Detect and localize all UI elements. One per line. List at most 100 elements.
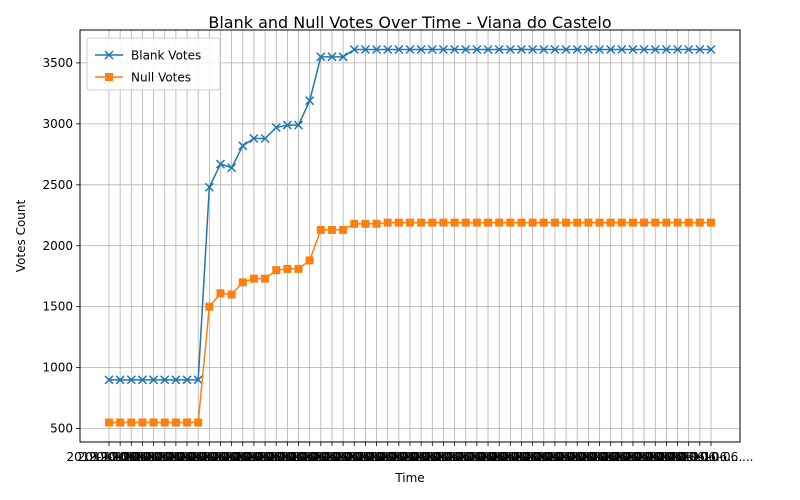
x-tick-label: 2019-10-06 ... (289, 450, 374, 464)
x-tick-label: 2019-10-06 ... (111, 450, 196, 464)
data-point-blank-votes (673, 44, 683, 55)
legend-marker-blank-votes (104, 50, 114, 60)
data-point-null-votes (305, 256, 314, 265)
x-tick-label: 2019-10-06 ... (312, 450, 397, 464)
x-tick-label: 2019-10-06 ... (368, 450, 453, 464)
data-point-null-votes (484, 218, 493, 227)
data-point-null-votes (216, 289, 225, 298)
data-point-null-votes (695, 218, 704, 227)
data-point-null-votes (160, 418, 169, 427)
data-point-null-votes (495, 218, 504, 227)
x-tick-label: 2019-10-06 ... (501, 450, 586, 464)
data-point-blank-votes (684, 44, 694, 55)
data-point-null-votes (238, 278, 247, 287)
data-point-null-votes (573, 218, 582, 227)
data-point-null-votes (183, 418, 192, 427)
data-point-blank-votes (650, 44, 660, 55)
data-point-blank-votes (137, 375, 147, 385)
data-point-blank-votes (472, 44, 482, 55)
data-point-blank-votes (494, 44, 504, 55)
x-tick-label: 2019-10-06 ... (479, 450, 564, 464)
data-point-blank-votes (160, 375, 170, 385)
x-tick-label: 2019-10-06 ... (211, 450, 296, 464)
x-tick-label: 2019-10-06 ... (189, 450, 274, 464)
data-point-null-votes (406, 218, 414, 227)
y-tick-label: 1500 (42, 300, 73, 314)
data-point-blank-votes (405, 44, 415, 55)
x-tick-label: 2019-10-06 ... (557, 450, 642, 464)
data-point-blank-votes (639, 44, 649, 55)
legend-label-blank-votes: Blank Votes (131, 49, 201, 63)
y-tick-label: 3500 (42, 56, 73, 70)
data-point-blank-votes (249, 133, 259, 144)
data-point-null-votes (138, 418, 147, 427)
x-tick-label: 2019-10-06 ... (145, 450, 230, 464)
data-point-null-votes (316, 225, 325, 234)
x-tick-label: 2019-10-06 ... (579, 450, 664, 464)
data-point-null-votes (707, 218, 715, 227)
x-tick-label: 2019-10-06 ... (267, 450, 352, 464)
x-tick-label: 2019-10-06 ... (512, 450, 597, 464)
data-point-blank-votes (561, 44, 571, 55)
x-tick-label: 2019-10-06 ... (89, 450, 174, 464)
x-tick-label: 2019-10-06 ... (624, 450, 709, 464)
data-point-blank-votes (115, 375, 125, 385)
data-point-blank-votes (617, 44, 627, 55)
data-point-null-votes (205, 302, 214, 311)
x-tick-label: 2019-10-06 ... (178, 450, 263, 464)
x-tick-label: 2019-10-06 ... (200, 450, 285, 464)
data-point-blank-votes (238, 141, 248, 151)
data-point-null-votes (539, 218, 548, 227)
x-tick-label: 2019-10-06 ... (390, 450, 475, 464)
data-point-blank-votes (628, 44, 638, 55)
data-point-null-votes (673, 218, 682, 227)
legend-entry-blank-votes: Blank Votes (95, 49, 201, 63)
x-tick-label: 2019-10-06 ... (535, 450, 620, 464)
x-tick-label: 2019-10-06 ... (490, 450, 575, 464)
data-point-blank-votes (305, 96, 315, 106)
data-point-blank-votes (104, 375, 114, 385)
data-point-null-votes (171, 418, 180, 427)
data-point-null-votes (606, 218, 615, 227)
data-point-blank-votes (227, 163, 237, 173)
x-tick-label: 2019-10-06 ... (446, 450, 531, 464)
x-tick-label: 2019-10-06 ... (323, 450, 408, 464)
data-point-blank-votes (583, 44, 593, 55)
data-point-null-votes (450, 218, 459, 227)
data-point-null-votes (327, 225, 336, 234)
data-point-blank-votes (516, 44, 527, 55)
series-layer (104, 44, 716, 427)
data-point-blank-votes (416, 44, 426, 55)
data-point-null-votes (394, 218, 403, 227)
data-point-blank-votes (204, 182, 214, 192)
x-tick-label: 2019-10-06 ... (434, 450, 519, 464)
data-point-blank-votes (316, 52, 326, 62)
data-point-null-votes (249, 274, 258, 283)
chart-title: Blank and Null Votes Over Time - Viana d… (208, 13, 611, 32)
x-tick-label: 2019-10-06 ... (345, 450, 430, 464)
x-tick-label: 2019-10-06 ... (379, 450, 464, 464)
data-point-null-votes (339, 225, 348, 234)
x-tick-label: 2019-10-06 ... (568, 450, 653, 464)
data-point-blank-votes (193, 375, 203, 385)
data-point-null-votes (628, 218, 637, 227)
data-point-blank-votes (260, 133, 270, 144)
x-tick-label: 2019-10-06 ... (223, 450, 308, 464)
data-point-null-votes (194, 418, 203, 427)
data-point-blank-votes (372, 44, 382, 55)
series-null-votes (105, 218, 715, 427)
x-tick-label: 2019-10-06 ... (78, 450, 163, 464)
data-point-blank-votes (438, 44, 448, 55)
data-point-blank-votes (360, 44, 370, 55)
x-axis-label: Time (394, 471, 424, 485)
data-point-blank-votes (394, 44, 404, 55)
data-point-blank-votes (661, 44, 671, 55)
data-point-blank-votes (126, 375, 136, 385)
data-point-blank-votes (594, 44, 605, 55)
data-point-blank-votes (338, 52, 348, 62)
x-tick-label: 2019-10-06 ... (669, 450, 754, 464)
x-tick-label: 2019-10-06 ... (457, 450, 542, 464)
data-point-null-votes (651, 218, 660, 227)
x-tick-label: 2019-10-06 ... (100, 450, 185, 464)
